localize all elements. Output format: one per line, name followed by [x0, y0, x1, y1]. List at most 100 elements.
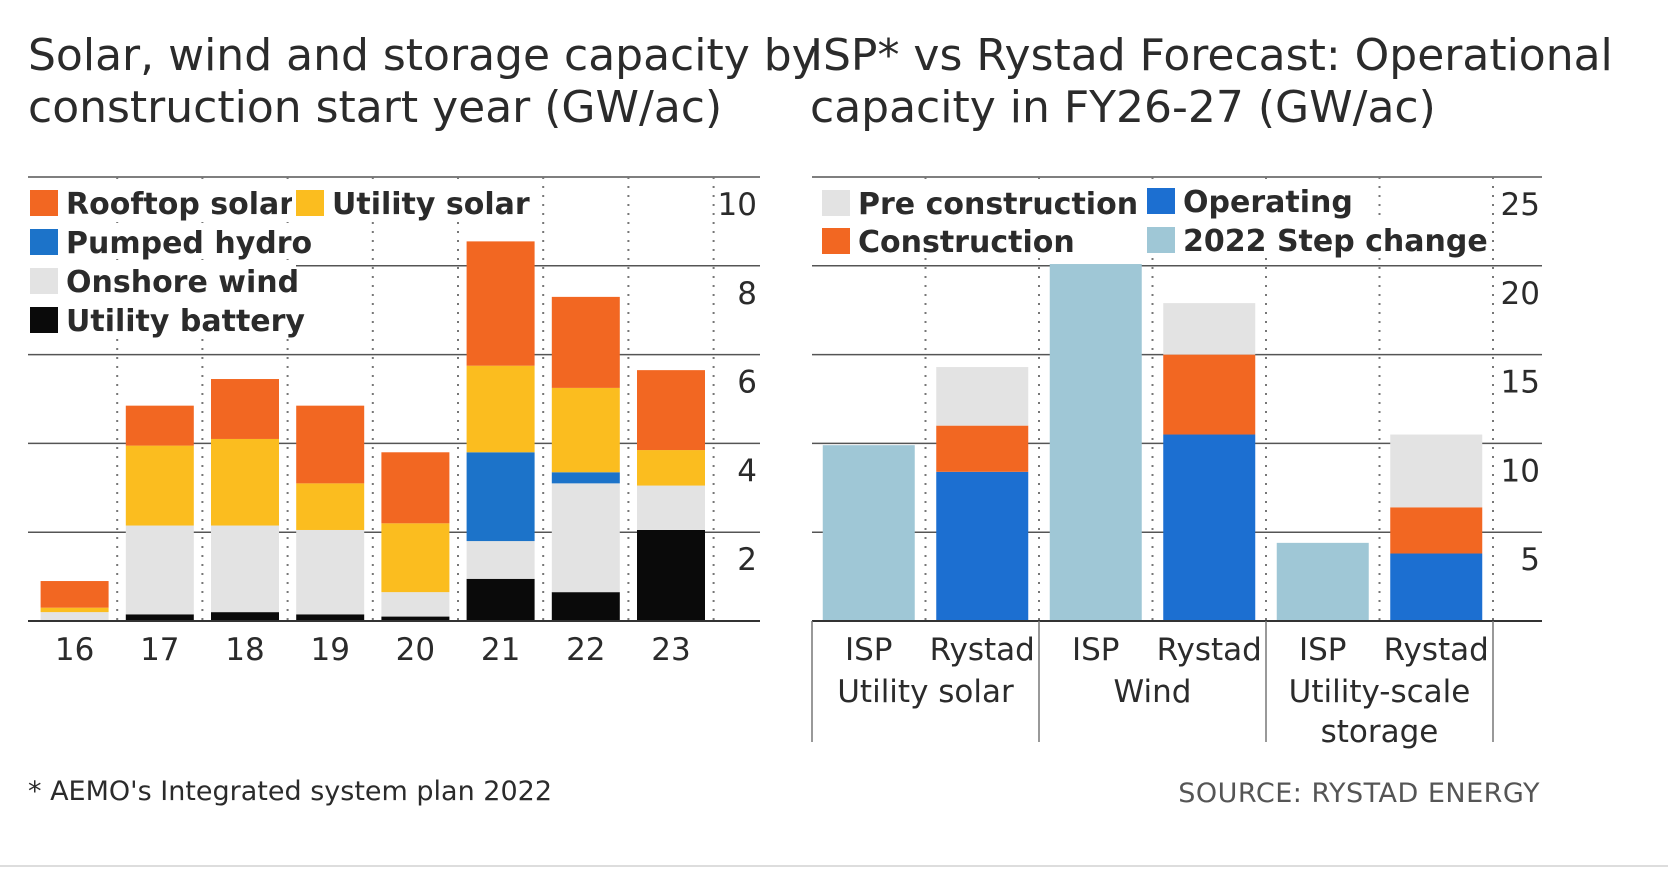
left-bar-utility-battery: [125, 614, 194, 621]
right-title-line-2: capacity in FY26-27 (GW/ac): [810, 82, 1436, 133]
right-x-tick-label: Rystad: [1384, 632, 1489, 668]
left-legend-swatch: [296, 190, 324, 216]
left-legend-swatch: [30, 268, 58, 294]
left-bar-onshore-wind: [125, 525, 194, 615]
left-legend-swatch: [30, 190, 58, 216]
right-bar-pre-construction: [1163, 303, 1256, 355]
left-bar-utility-battery: [381, 616, 450, 621]
left-title-line-1: Solar, wind and storage capacity by: [28, 30, 818, 81]
left-bar-utility-solar: [296, 483, 365, 530]
right-legend-label: Pre construction: [858, 187, 1138, 222]
left-chart-title: Solar, wind and storage capacity by cons…: [28, 30, 818, 134]
left-legend-bg: [26, 223, 306, 259]
right-bar-pre-construction: [936, 367, 1029, 426]
right-y-tick-label: 10: [1501, 453, 1540, 489]
left-bar-utility-solar: [125, 445, 194, 526]
left-bar-onshore-wind: [40, 612, 109, 621]
left-bar-utility-solar: [381, 523, 450, 593]
right-bar-construction: [1390, 507, 1483, 554]
left-legend-bg: [26, 262, 296, 298]
right-legend-bg: [818, 184, 1138, 220]
right-bar-2022-step-change: [1049, 264, 1142, 621]
left-legend-bg: [292, 184, 527, 220]
right-bar-pre-construction: [1390, 434, 1483, 508]
right-y-tick-label: 15: [1501, 365, 1540, 401]
left-legend-label: Onshore wind: [66, 265, 299, 300]
left-bar-utility-battery: [296, 614, 365, 621]
bottom-border: [0, 865, 1668, 867]
source-credit: SOURCE: RYSTAD ENERGY: [1178, 778, 1540, 809]
right-bar-construction: [936, 425, 1029, 472]
left-legend-label: Rooftop solar: [66, 187, 294, 222]
right-group-label: Utility solar: [837, 674, 1014, 710]
right-legend-swatch: [822, 228, 850, 254]
right-y-tick-label: 20: [1501, 276, 1540, 312]
right-legend-swatch: [1147, 227, 1175, 253]
right-bar-2022-step-change: [822, 445, 915, 621]
right-title-line-1: ISP* vs Rystad Forecast: Operational: [810, 30, 1613, 81]
left-bar-onshore-wind: [211, 525, 279, 613]
footnote: * AEMO's Integrated system plan 2022: [28, 776, 552, 807]
left-title-line-2: construction start year (GW/ac): [28, 82, 723, 133]
right-x-tick-label: Rystad: [930, 632, 1035, 668]
right-legend-bg: [1143, 221, 1473, 257]
right-x-tick-label: ISP: [1299, 632, 1347, 668]
left-legend-label: Utility solar: [332, 187, 530, 222]
left-bar-utility-battery: [637, 529, 705, 621]
left-bar-onshore-wind: [296, 529, 365, 615]
left-bar-onshore-wind: [381, 592, 450, 617]
left-bar-onshore-wind: [551, 483, 620, 593]
left-bar-onshore-wind: [466, 541, 535, 579]
left-y-tick-label: 10: [718, 187, 757, 223]
right-bar-operating: [1390, 553, 1483, 621]
left-legend-label: Pumped hydro: [66, 226, 312, 261]
right-group-label: Utility-scale: [1289, 674, 1471, 710]
left-x-tick-label: 17: [140, 632, 179, 668]
left-bar-utility-battery: [211, 612, 279, 621]
right-legend-swatch: [1147, 188, 1175, 214]
right-bar-2022-step-change: [1276, 542, 1369, 621]
left-bar-utility-battery: [551, 592, 620, 621]
left-bar-onshore-wind: [637, 485, 705, 530]
right-bar-operating: [1163, 434, 1256, 621]
left-bar-utility-solar: [637, 450, 705, 486]
right-y-tick-label: 5: [1520, 542, 1540, 578]
right-bar-operating: [936, 471, 1029, 621]
left-legend-swatch: [30, 229, 58, 255]
right-x-tick-label: ISP: [845, 632, 893, 668]
left-bar-rooftop-solar: [381, 452, 450, 524]
right-legend-bg: [1143, 182, 1363, 218]
left-y-tick-label: 8: [737, 276, 757, 312]
left-bar-utility-solar: [40, 607, 109, 613]
left-x-tick-label: 20: [396, 632, 435, 668]
left-bar-rooftop-solar: [40, 581, 109, 608]
right-group-label: storage: [1321, 714, 1439, 750]
left-bar-rooftop-solar: [296, 405, 365, 484]
right-x-tick-label: ISP: [1072, 632, 1120, 668]
left-legend-label: Utility battery: [66, 304, 305, 339]
right-x-tick-label: Rystad: [1157, 632, 1262, 668]
left-bar-rooftop-solar: [466, 241, 535, 366]
left-bar-utility-solar: [466, 365, 535, 453]
right-bar-construction: [1163, 354, 1256, 435]
left-bar-pumped-hydro: [466, 452, 535, 542]
right-legend-label: Construction: [858, 225, 1075, 260]
right-legend-label: Operating: [1183, 185, 1353, 220]
left-bar-rooftop-solar: [637, 370, 705, 451]
right-legend-bg: [818, 222, 1078, 258]
left-x-tick-label: 21: [481, 632, 520, 668]
left-bar-utility-solar: [211, 438, 279, 526]
left-bar-utility-battery: [466, 578, 535, 621]
right-legend-label: 2022 Step change: [1183, 224, 1488, 259]
right-y-tick-label: 25: [1501, 187, 1540, 223]
left-bar-utility-solar: [551, 387, 620, 473]
right-legend-swatch: [822, 190, 850, 216]
left-y-tick-label: 4: [737, 453, 757, 489]
left-legend-bg: [26, 301, 301, 337]
left-legend-swatch: [30, 307, 58, 333]
left-x-tick-label: 23: [651, 632, 690, 668]
left-bar-rooftop-solar: [551, 296, 620, 388]
left-bar-rooftop-solar: [125, 405, 194, 446]
right-chart-title: ISP* vs Rystad Forecast: Operational cap…: [810, 30, 1613, 134]
